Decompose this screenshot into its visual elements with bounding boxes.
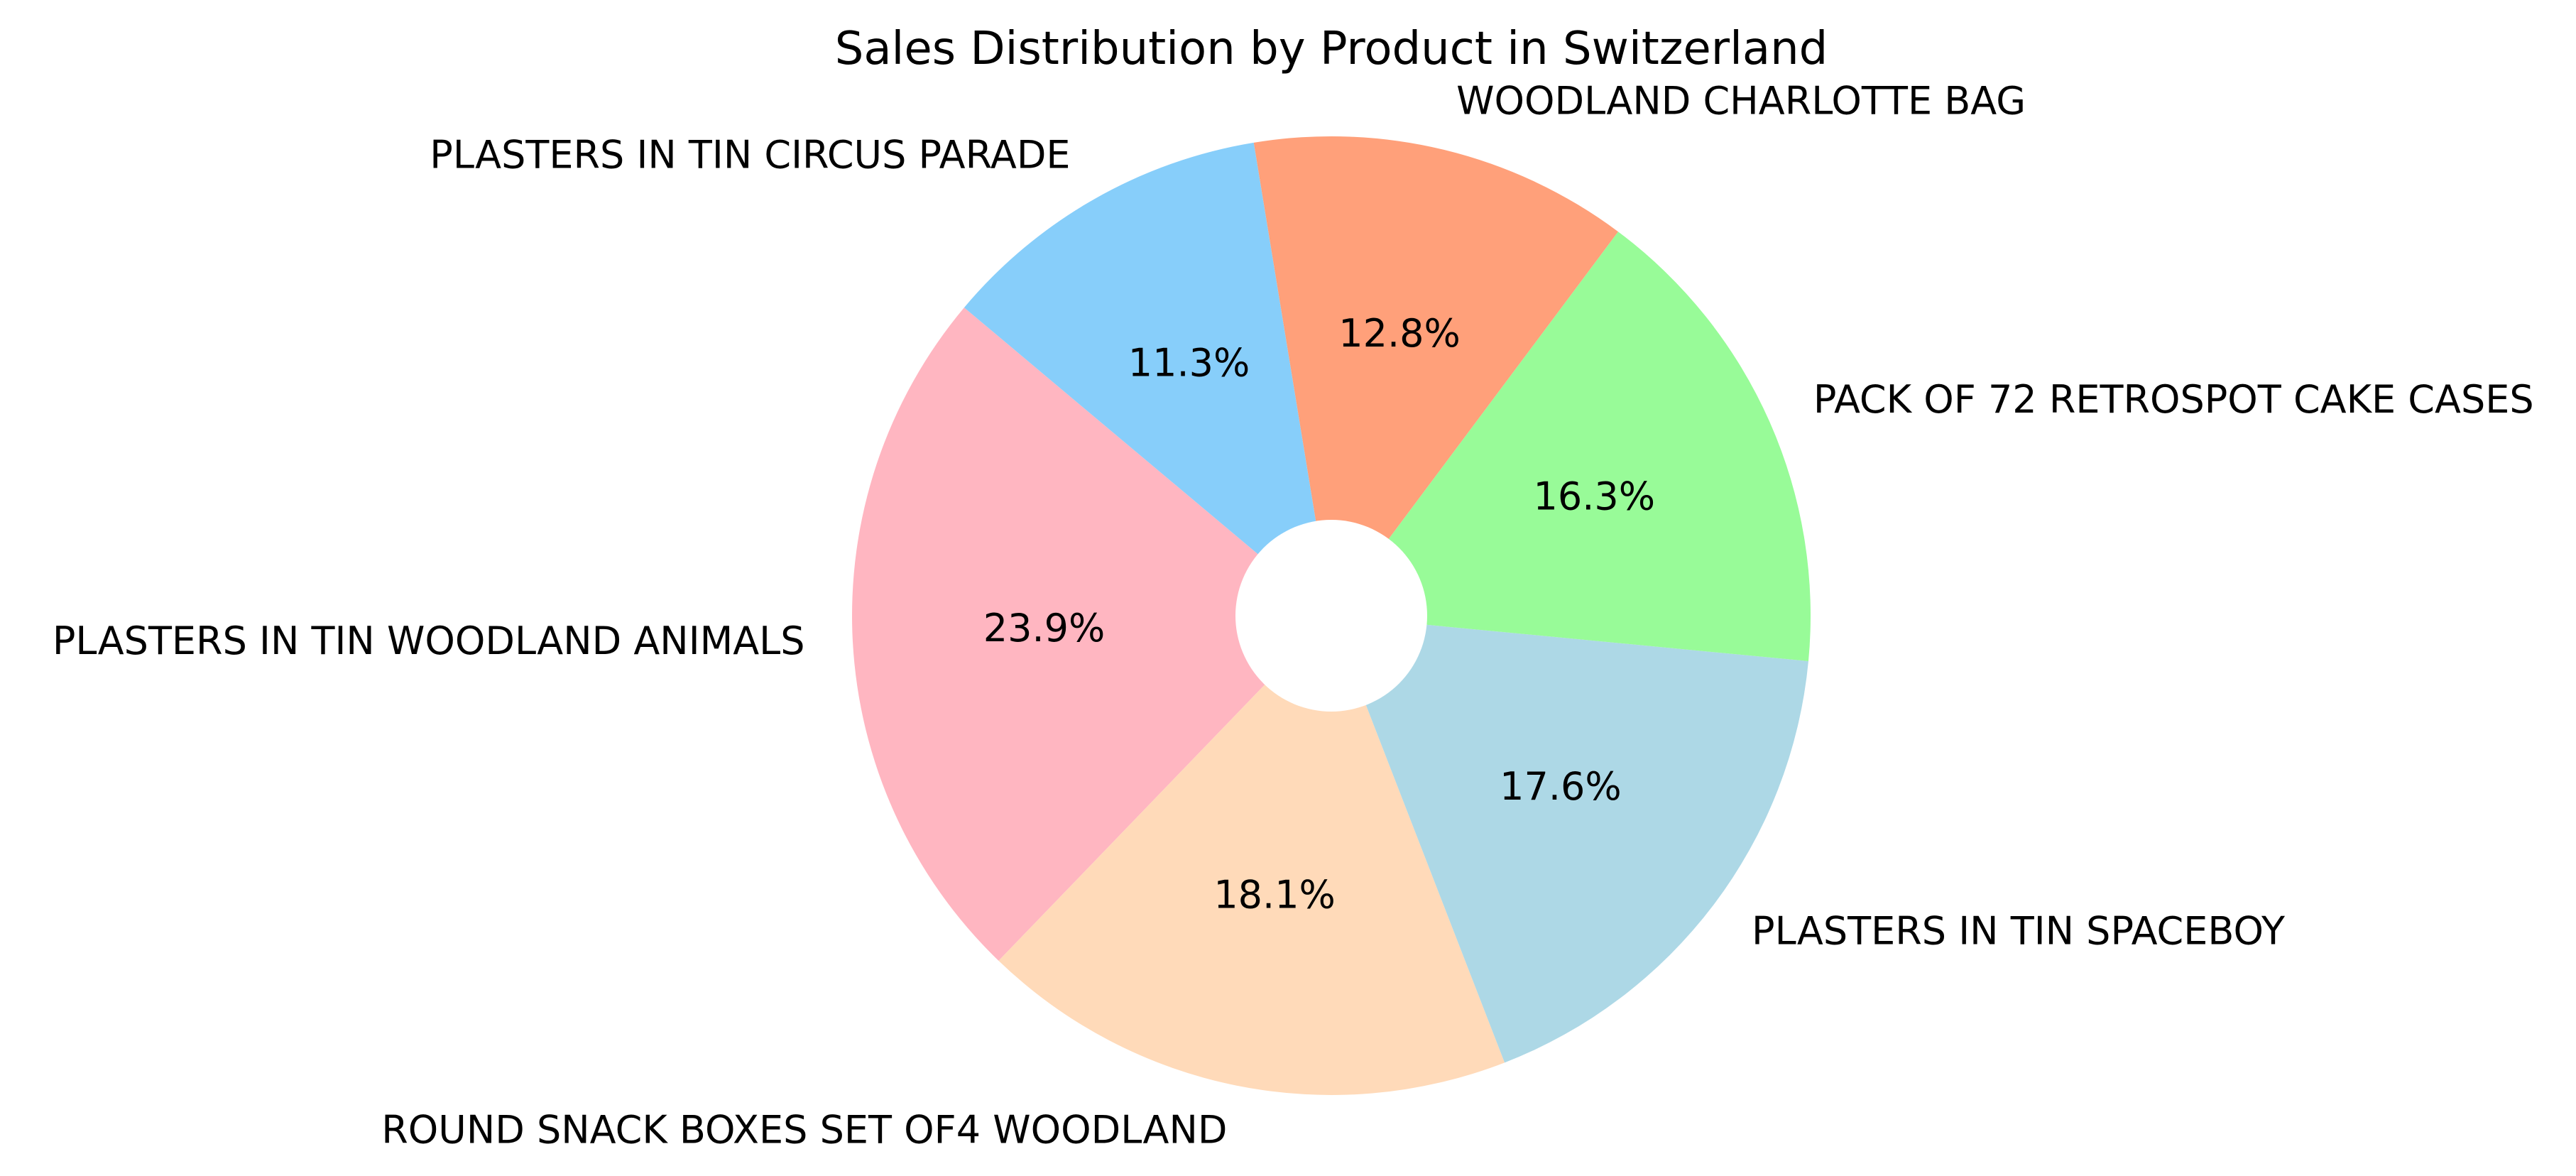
- slice-percent-label: 23.9%: [983, 606, 1106, 650]
- slices-layer: [851, 136, 1811, 1095]
- labels-layer: PLASTERS IN TIN WOODLAND ANIMALS 23.9% ROU…: [53, 78, 2534, 1152]
- slice-percent-label: 17.6%: [1500, 764, 1622, 809]
- pie-slice: [964, 142, 1331, 616]
- pie-slice: [1331, 232, 1811, 661]
- chart-title: Sales Distribution by Product in Switzer…: [835, 23, 1828, 75]
- slice-label: WOODLAND CHARLOTTE BAG: [1456, 78, 2026, 123]
- slice-label: PLASTERS IN TIN CIRCUS PARADE: [430, 132, 1070, 177]
- slice-label: PLASTERS IN TIN WOODLAND ANIMALS: [53, 619, 805, 663]
- slice-percent-label: 11.3%: [1128, 341, 1250, 386]
- slice-percent-label: 18.1%: [1213, 873, 1336, 918]
- center-hole: [1235, 520, 1427, 712]
- pie-slice: [1253, 136, 1618, 616]
- pie-slice: [998, 616, 1505, 1095]
- slice-label: ROUND SNACK BOXES SET OF4 WOODLAND: [381, 1108, 1227, 1153]
- slice-label: PLASTERS IN TIN SPACEBOY: [1752, 909, 2286, 954]
- slice-percent-label: 16.3%: [1533, 474, 1655, 519]
- slice-label: PACK OF 72 RETROSPOT CAKE CASES: [1813, 377, 2534, 422]
- pie-slice: [851, 307, 1331, 961]
- slice-percent-label: 12.8%: [1338, 311, 1461, 356]
- pie-slice: [1331, 616, 1808, 1063]
